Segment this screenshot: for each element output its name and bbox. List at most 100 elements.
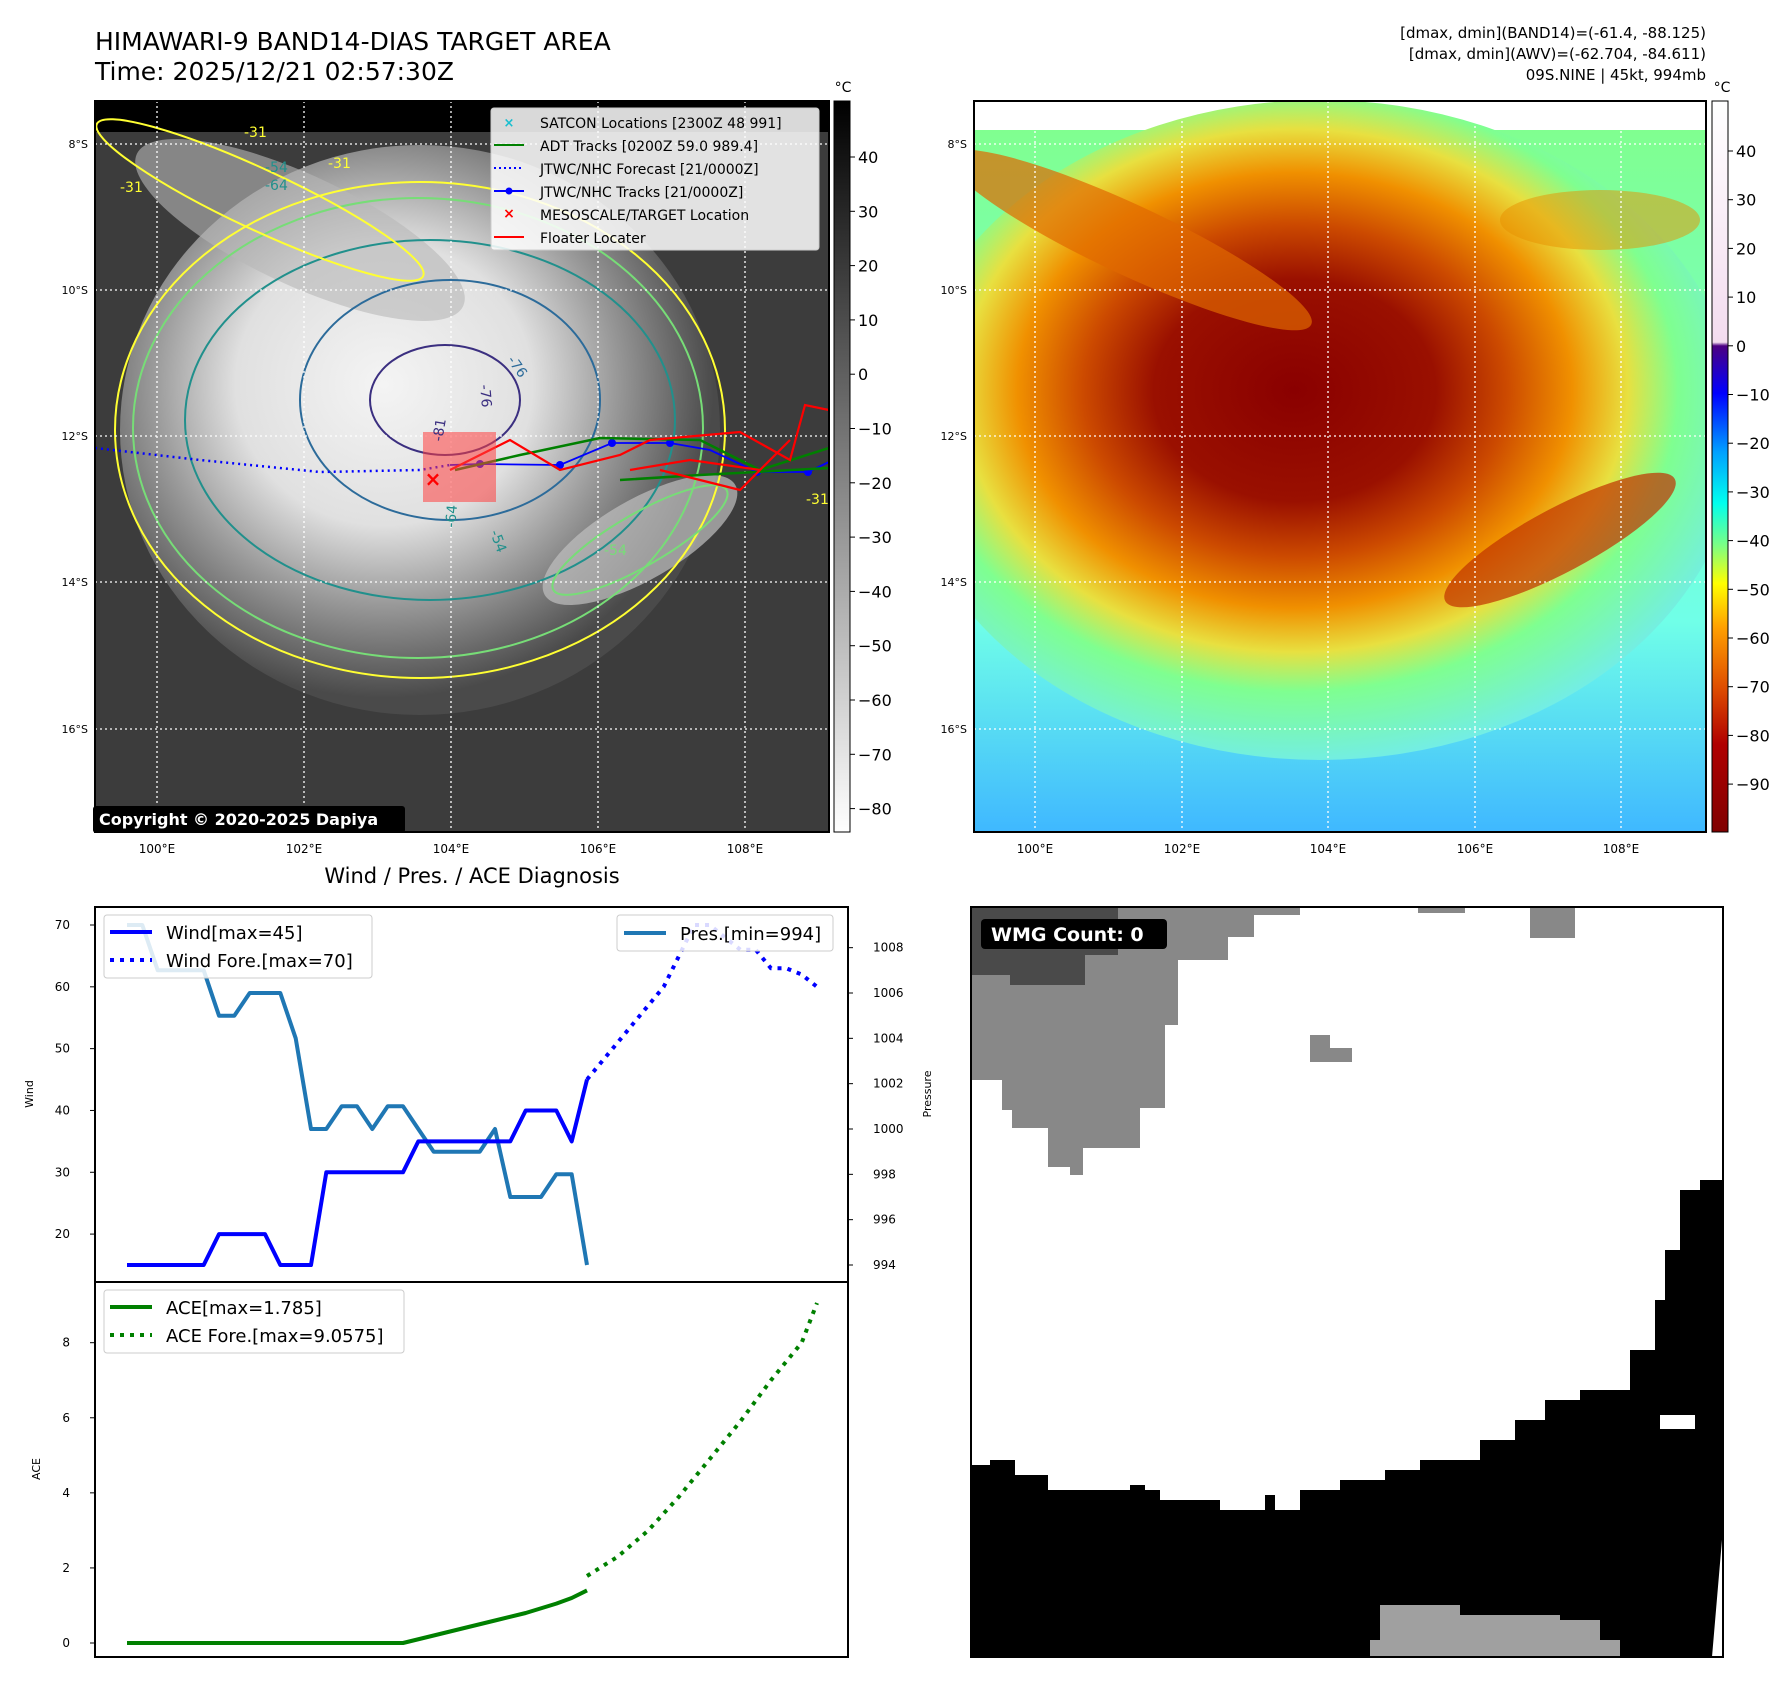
ir-colorbar-label: 40 [858,148,878,167]
ace-tick-label: 4 [62,1486,70,1500]
ir-contour-band [95,118,425,282]
lon-label: 102°E [1164,842,1201,856]
wind-series [127,1079,589,1267]
wind-tick-label: 20 [55,1227,70,1241]
lon-label: 108°E [727,842,764,856]
awv-colorbar-unit: °C [1714,80,1731,96]
target-area-box [423,432,496,502]
contour-label: -81 [430,417,450,442]
lon-label: 100°E [139,842,176,856]
ace-chart: 8 6 4 2 0 ACE ACE[max=1.785] ACE Fore.[max=9… [30,1281,849,1658]
awv-colorbar-label: −50 [1736,580,1770,599]
awv-map-panel: °C 40 30 20 10 0 −10 −20 −30 −40 −50 −60 −70 −80 −90 [973,80,1770,833]
info-storm: 09S.NINE | 45kt, 994mb [1526,66,1706,84]
copyright-badge [93,806,405,833]
pressure-tick-label: 994 [873,1258,896,1272]
pressure-axis-ticks: 1008 1006 1004 1002 1000 998 996 994 [848,941,904,1272]
ir-contour-band [551,484,729,596]
ace-tick-label: 8 [62,1336,70,1350]
legend-label: SATCON Locations [2300Z 48 991] [540,116,782,132]
copyright-text: Copyright © 2020-2025 Dapiya [99,810,378,829]
awv-colorbar-label: −30 [1736,483,1770,502]
ace-forecast-series [585,1302,819,1578]
awv-colorbar-label: 10 [1736,288,1756,307]
legend-pres-label: Pres.[min=994] [680,924,821,945]
awv-colorbar-label: −70 [1736,678,1770,697]
floater-locater-track [449,403,829,472]
pressure-legend: Pres.[min=994] [616,914,834,952]
legend-satcon-marker: × [504,116,515,131]
contour-label: -31 [328,156,351,172]
ace-ylabel: ACE [30,1458,43,1480]
ace-series [127,1588,588,1645]
legend-ace-label: ACE[max=1.785] [166,1298,322,1319]
wmg-count-text: WMG Count: 0 [991,924,1144,946]
ir-colorbar-label: 0 [858,365,868,384]
lon-label: 100°E [1017,842,1054,856]
ir-colorbar [833,100,851,833]
lat-label: 8°S [69,138,88,151]
pressure-tick-label: 996 [873,1213,896,1227]
awv-band [1444,472,1676,608]
ace-tick-label: 6 [62,1411,70,1425]
awv-colorbar-ticks: 40 30 20 10 0 −10 −20 −30 −40 −50 −60 −70 −80 −90 [1728,142,1770,794]
lat-label: 10°S [62,284,88,297]
info-band14: [dmax, dmin](BAND14)=(-61.4, -88.125) [1400,24,1706,42]
wind-axis-ticks: 70 60 50 40 30 20 [55,918,95,1241]
ace-tick-label: 0 [62,1636,70,1650]
awv-colorbar-label: −80 [1736,726,1770,745]
ir-colorbar-label: −50 [858,637,892,656]
awv-colorbar-label: −60 [1736,629,1770,648]
pressure-tick-label: 998 [873,1167,896,1181]
awv-gridlines [974,101,1706,832]
lon-label: 106°E [1457,842,1494,856]
ir-contour-yellow [114,181,726,679]
wind-tick-label: 50 [55,1042,70,1056]
wmg-badge [981,919,1167,949]
awv-band [1500,190,1700,250]
lat-label: 10°S [941,284,967,297]
awv-colorbar-label: 0 [1736,337,1746,356]
contour-label: -54 [604,543,627,559]
lat-label: 16°S [62,723,88,736]
wmg-gap [1660,1415,1695,1429]
contour-label: -64 [443,504,461,528]
ir-map-panel: × -31 -31 -31 -54 -64 -76 -76 -81 -64 -5… [93,80,892,833]
ir-colorbar-label: −60 [858,691,892,710]
awv-colorbar-label: −40 [1736,532,1770,551]
wmg-cloud-gray [1418,907,1465,913]
wind-ylabel: Wind [23,1080,36,1108]
wind-forecast-series [585,923,819,1081]
contour-label: -31 [806,492,829,508]
adt-track [619,466,829,482]
legend-label: MESOSCALE/TARGET Location [540,208,749,224]
contour-label: -76 [476,384,494,408]
info-awv: [dmax, dmin](AWV)=(-62.704, -84.611) [1409,45,1706,63]
lat-label: 12°S [62,430,88,443]
contour-label: -31 [120,180,143,196]
wmg-frame [970,906,1724,1658]
wind-legend: Wind[max=45] Wind Fore.[max=70] [103,914,373,979]
lon-label: 104°E [1310,842,1347,856]
legend-wind-label: Wind[max=45] [166,923,303,944]
legend-label: JTWC/NHC Forecast [21/0000Z] [539,162,759,178]
legend-label: JTWC/NHC Tracks [21/0000Z] [539,185,743,201]
pressure-tick-label: 1008 [873,941,904,955]
lat-label: 8°S [948,138,967,151]
ir-contour-teal [184,239,676,601]
wmg-cold-region [971,1180,1723,1657]
contour-label: -31 [244,125,267,141]
awv-colorbar [1711,100,1729,833]
ir-legend: × × SATCON Locations [2300Z 48 991] ADT … [490,107,820,251]
wmg-cloud-light [1370,1605,1620,1657]
ir-rainband [542,475,738,605]
ir-colorbar-label: 20 [858,257,878,276]
awv-map-frame [973,100,1707,833]
legend-label: Floater Locater [540,231,646,247]
awv-colorbar-label: 30 [1736,191,1756,210]
ace-legend: ACE[max=1.785] ACE Fore.[max=9.0575] [103,1289,405,1354]
legend-wind-fore-label: Wind Fore.[max=70] [166,951,353,972]
pressure-tick-label: 1002 [873,1077,904,1091]
ace-plot-area [126,1302,819,1645]
